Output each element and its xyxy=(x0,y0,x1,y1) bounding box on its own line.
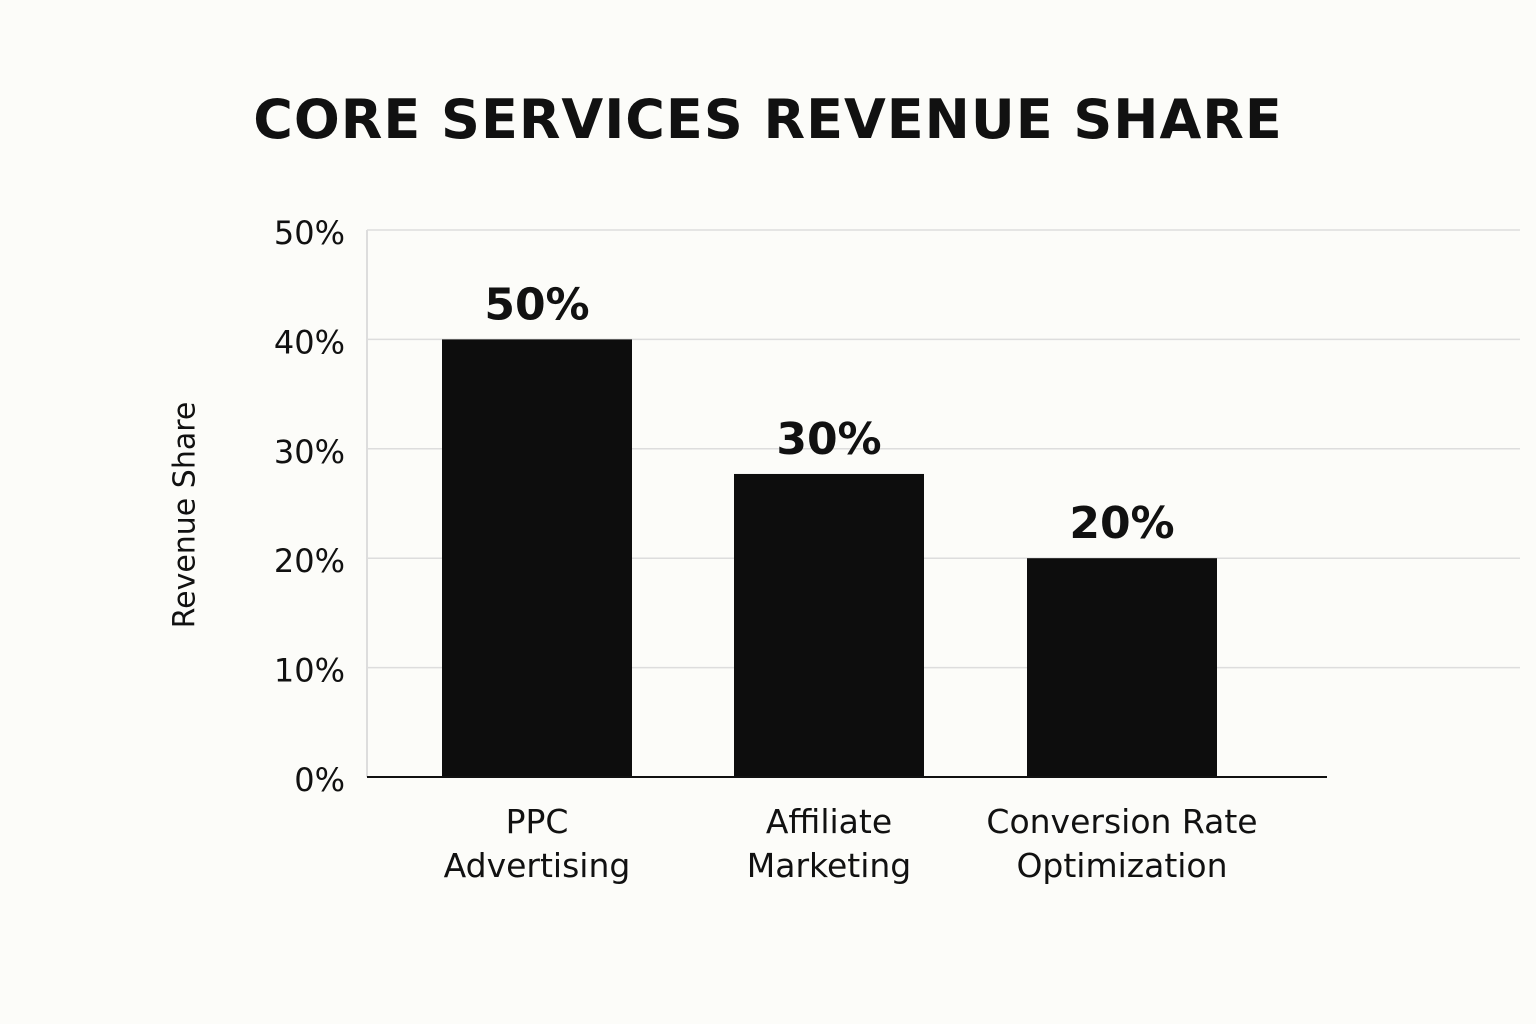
data-label: 30% xyxy=(776,414,881,465)
bar xyxy=(1027,558,1217,777)
bar xyxy=(734,473,924,777)
x-tick-label: Optimization xyxy=(1016,846,1227,885)
y-tick-label: 20% xyxy=(274,542,345,580)
chart-title: CORE SERVICES REVENUE SHARE xyxy=(253,88,1283,151)
x-tick-label: Marketing xyxy=(747,846,911,885)
y-tick-label: 50% xyxy=(274,214,345,252)
x-tick-label: Affiliate xyxy=(766,802,892,841)
y-tick-label: 40% xyxy=(274,323,345,361)
y-tick-label: 0% xyxy=(294,761,345,799)
x-tick-label: PPC xyxy=(506,802,569,841)
y-tick-label: 30% xyxy=(274,433,345,471)
x-tick-label: Conversion Rate xyxy=(986,802,1257,841)
x-tick-label: Advertising xyxy=(444,846,631,885)
data-label: 50% xyxy=(484,279,589,330)
data-label: 20% xyxy=(1069,498,1174,549)
y-tick-label: 10% xyxy=(274,652,345,690)
bar xyxy=(442,339,632,777)
